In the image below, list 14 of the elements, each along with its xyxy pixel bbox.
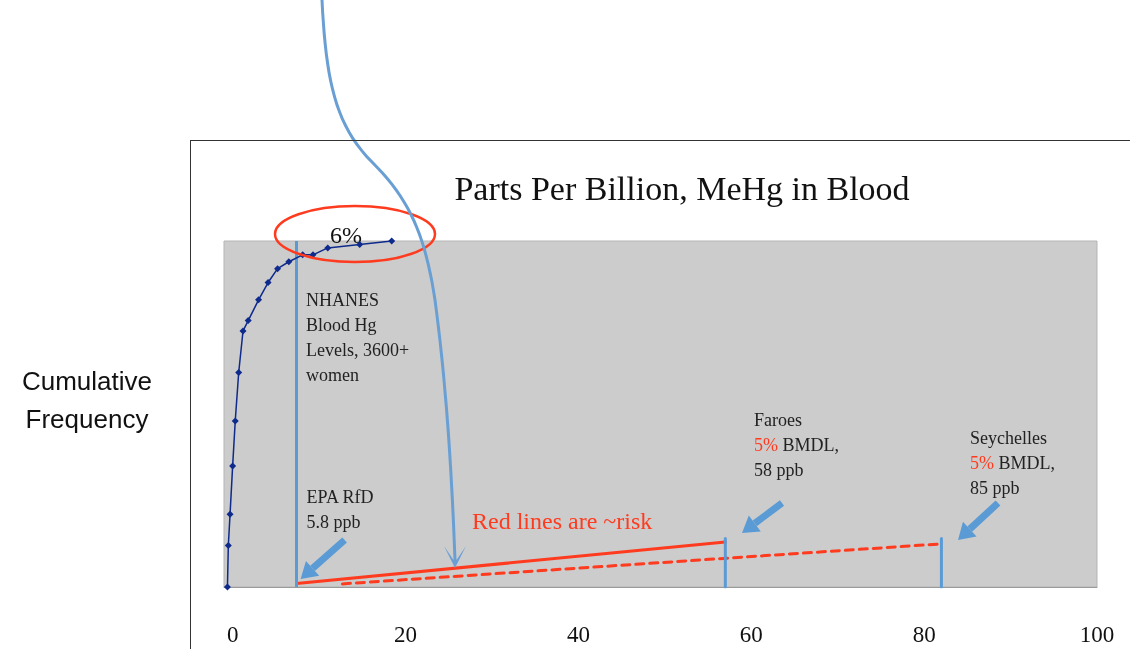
x-tick-label: 60 bbox=[739, 622, 763, 647]
x-tick-label: 0 bbox=[226, 622, 239, 647]
annotation: Seychelles 5% BMDL, 85 ppb bbox=[970, 427, 1056, 498]
annotation: Faroes 5% BMDL, 58 ppb bbox=[754, 409, 840, 480]
annotation: NHANES Blood Hg Levels, 3600+ women bbox=[306, 289, 410, 385]
x-tick-label: 40 bbox=[566, 622, 590, 647]
x-tick-label: 80 bbox=[912, 622, 936, 647]
annotation: 6% bbox=[330, 221, 362, 248]
annotation: Red lines are ~risk bbox=[472, 507, 653, 534]
x-tick-label: 20 bbox=[394, 622, 418, 647]
x-tick-label: 100 bbox=[1079, 622, 1115, 647]
chart-title: Parts Per Billion, MeHg in Blood bbox=[454, 169, 910, 207]
ref-line-label: EPA RfD 5.8 ppb bbox=[306, 486, 374, 532]
y-axis-title: Cumulative Frequency bbox=[21, 366, 153, 434]
